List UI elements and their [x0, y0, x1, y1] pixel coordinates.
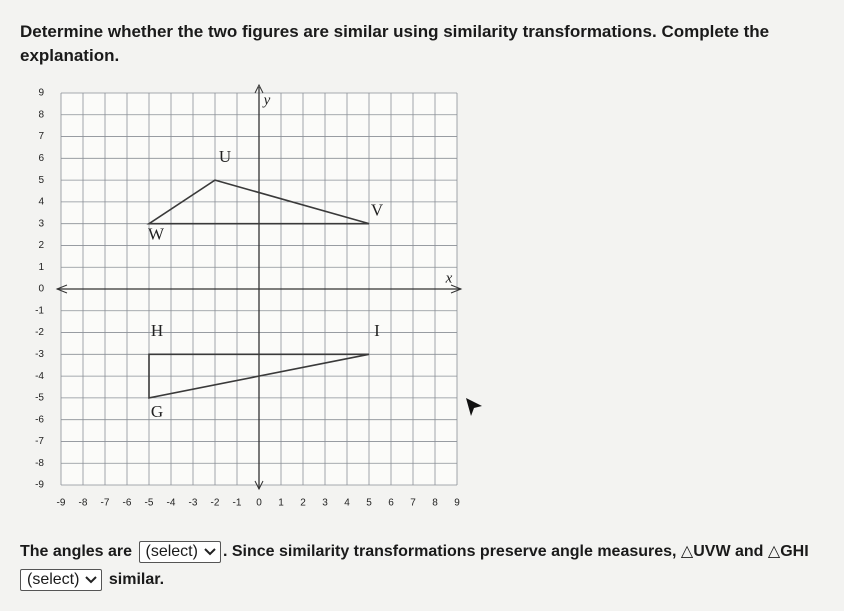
x-tick-label: -2: [211, 498, 220, 509]
axis-arrow: [55, 284, 68, 294]
x-tick-label: -9: [57, 498, 66, 509]
y-tick-label: 3: [38, 218, 44, 229]
x-tick-label: -5: [145, 498, 154, 509]
axis-arrow: [254, 480, 264, 491]
coordinate-graph: -9 -8 -7 -6 -5 -4 -3 -2 -1 0 1 2 3 4 5 6 7 8 9 -9 -8 -7 -6 -5 -4…: [35, 83, 463, 509]
x-tick-label: 7: [410, 498, 416, 509]
text: The angles are: [20, 543, 133, 560]
text: . Since similarity transformations prese…: [222, 543, 809, 560]
y-tick-label: -8: [35, 458, 44, 469]
x-tick-label: -6: [123, 498, 132, 509]
chevron: [204, 548, 216, 556]
y-tick-label: 6: [38, 153, 44, 164]
dropdown[interactable]: (select): [138, 541, 221, 563]
x-tick-label: 8: [432, 498, 438, 509]
axis-arrow: [254, 83, 264, 94]
y-tick-label: -9: [35, 480, 44, 491]
vertex-label: U: [219, 147, 231, 166]
question: Determine whether the two figures are si…: [20, 22, 770, 65]
vertex-label: W: [148, 225, 165, 244]
y-tick-label: -1: [35, 305, 44, 316]
dropdown-text: (select): [27, 571, 80, 588]
answer-line: The angles are (select) . Since similarit…: [20, 541, 844, 563]
x-tick-label: 2: [300, 498, 306, 509]
x-tick-label: -7: [101, 498, 110, 509]
x-tick-label: 9: [454, 498, 460, 509]
y-tick-label: 9: [38, 88, 44, 99]
answer-line: (select) similar.: [20, 569, 164, 591]
y-tick-label: -2: [35, 327, 44, 338]
x-tick-label: 4: [344, 498, 350, 509]
y-tick-label: -4: [35, 371, 44, 382]
y-tick-label: -3: [35, 349, 44, 360]
vertex-label: V: [371, 201, 384, 220]
y-tick-label: 8: [38, 109, 44, 120]
y-tick-label: -7: [35, 436, 44, 447]
x-tick-label: -8: [79, 498, 88, 509]
y-tick-label: 0: [38, 284, 44, 295]
y-tick-label: 1: [38, 262, 44, 273]
mouse-cursor: [466, 398, 482, 416]
axis-label: y: [262, 92, 271, 108]
dropdown-text: (select): [145, 543, 198, 560]
y-tick-label: 2: [38, 240, 44, 251]
vertex-label: G: [151, 402, 163, 421]
triangle: [146, 179, 370, 225]
y-tick-label: -6: [35, 414, 44, 425]
y-tick-label: 5: [38, 175, 44, 186]
y-tick-label: 7: [38, 131, 44, 142]
y-tick-label: 4: [38, 197, 44, 208]
x-tick-label: -3: [189, 498, 198, 509]
x-tick-label: 6: [388, 498, 394, 509]
vertex-label: I: [374, 321, 380, 340]
x-tick-label: 5: [366, 498, 372, 509]
text: similar.: [108, 571, 165, 588]
y-tick-label: -5: [35, 393, 44, 404]
chevron: [85, 576, 98, 584]
x-tick-label: -1: [233, 498, 242, 509]
axis-label: x: [445, 270, 453, 286]
dropdown[interactable]: (select): [20, 569, 103, 591]
x-tick-label: 0: [256, 498, 262, 509]
x-tick-label: 1: [278, 498, 284, 509]
x-tick-label: 3: [322, 498, 328, 509]
triangle: [148, 353, 370, 399]
x-tick-label: -4: [167, 498, 176, 509]
axis-arrow: [450, 284, 463, 294]
vertex-label: H: [151, 321, 163, 340]
